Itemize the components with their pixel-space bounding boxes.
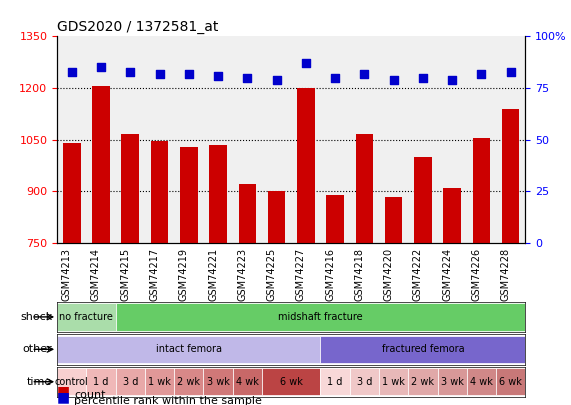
Text: time: time — [27, 377, 53, 387]
FancyBboxPatch shape — [262, 368, 320, 395]
FancyBboxPatch shape — [57, 336, 320, 363]
Text: 4 wk: 4 wk — [236, 377, 259, 387]
Text: 3 d: 3 d — [123, 377, 138, 387]
Point — [506, 68, 515, 75]
FancyBboxPatch shape — [408, 368, 437, 395]
Bar — [209, 145, 227, 243]
FancyBboxPatch shape — [496, 368, 525, 395]
Point — [448, 77, 457, 83]
Point — [155, 70, 164, 77]
Point — [477, 70, 486, 77]
Bar — [122, 134, 139, 243]
Point — [331, 75, 340, 81]
Bar — [414, 157, 432, 243]
Text: fractured femora: fractured femora — [381, 344, 464, 354]
Text: 3 wk: 3 wk — [441, 377, 464, 387]
Text: 3 d: 3 d — [357, 377, 372, 387]
Point — [389, 77, 398, 83]
Text: 2 wk: 2 wk — [177, 377, 200, 387]
Text: 6 wk: 6 wk — [499, 377, 522, 387]
Point — [272, 77, 281, 83]
FancyBboxPatch shape — [349, 368, 379, 395]
FancyBboxPatch shape — [57, 368, 86, 395]
Text: control: control — [55, 377, 89, 387]
FancyBboxPatch shape — [203, 368, 233, 395]
Bar — [385, 196, 403, 243]
Point — [126, 68, 135, 75]
FancyBboxPatch shape — [320, 368, 349, 395]
Text: 1 d: 1 d — [327, 377, 343, 387]
Text: shock: shock — [20, 312, 53, 322]
Bar — [151, 141, 168, 243]
FancyBboxPatch shape — [233, 368, 262, 395]
Text: ■: ■ — [57, 384, 70, 398]
Point — [214, 72, 223, 79]
Bar — [444, 188, 461, 243]
Bar — [297, 88, 315, 243]
Text: 1 wk: 1 wk — [382, 377, 405, 387]
Text: midshaft fracture: midshaft fracture — [278, 312, 363, 322]
Text: 2 wk: 2 wk — [411, 377, 435, 387]
Text: 1 d: 1 d — [93, 377, 108, 387]
Point — [360, 70, 369, 77]
Text: GDS2020 / 1372581_at: GDS2020 / 1372581_at — [57, 20, 219, 34]
FancyBboxPatch shape — [467, 368, 496, 395]
Bar — [180, 147, 198, 243]
Bar — [239, 185, 256, 243]
Point — [96, 64, 106, 70]
FancyBboxPatch shape — [115, 303, 525, 330]
Text: intact femora: intact femora — [156, 344, 222, 354]
Text: percentile rank within the sample: percentile rank within the sample — [74, 396, 262, 405]
FancyBboxPatch shape — [379, 368, 408, 395]
FancyBboxPatch shape — [57, 303, 115, 330]
Text: other: other — [23, 344, 53, 354]
Text: count: count — [74, 390, 106, 400]
Point — [67, 68, 77, 75]
Text: 4 wk: 4 wk — [470, 377, 493, 387]
FancyBboxPatch shape — [437, 368, 467, 395]
Text: 1 wk: 1 wk — [148, 377, 171, 387]
Text: 3 wk: 3 wk — [207, 377, 230, 387]
FancyBboxPatch shape — [320, 336, 525, 363]
Point — [243, 75, 252, 81]
Text: 6 wk: 6 wk — [280, 377, 303, 387]
Point — [419, 75, 428, 81]
Point — [184, 70, 194, 77]
Point — [301, 60, 311, 66]
Bar — [502, 109, 520, 243]
Text: ■: ■ — [57, 390, 70, 404]
FancyBboxPatch shape — [86, 368, 115, 395]
Text: no fracture: no fracture — [59, 312, 113, 322]
Bar — [93, 86, 110, 243]
Bar — [473, 138, 490, 243]
FancyBboxPatch shape — [115, 368, 145, 395]
Bar — [63, 143, 81, 243]
FancyBboxPatch shape — [145, 368, 174, 395]
Bar — [268, 192, 286, 243]
Bar — [356, 134, 373, 243]
Bar — [327, 195, 344, 243]
FancyBboxPatch shape — [174, 368, 203, 395]
